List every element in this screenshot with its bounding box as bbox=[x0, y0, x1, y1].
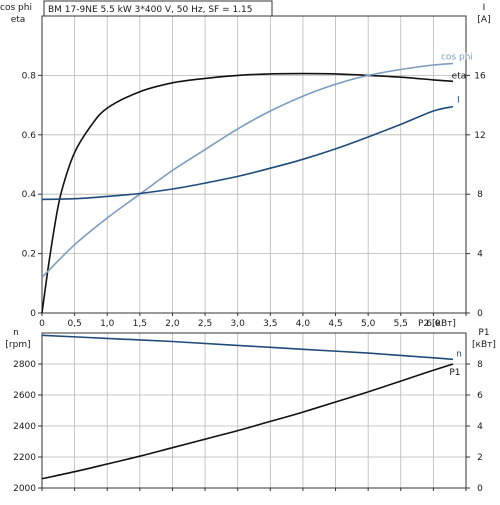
y-right-tick-label: 2 bbox=[477, 453, 483, 463]
y-left-tick-label: 2800 bbox=[13, 360, 36, 370]
y-left-axis-unit: eta bbox=[11, 15, 26, 25]
x-tick-label: 5,5 bbox=[394, 319, 408, 329]
x-tick-label: 3,5 bbox=[263, 319, 277, 329]
series-line-p1 bbox=[41, 363, 454, 480]
y-right-axis-title: I bbox=[483, 3, 486, 13]
x-axis-title: P2 [кВт] bbox=[418, 319, 456, 329]
y-right-tick-label: 8 bbox=[477, 190, 483, 200]
y-right-axis-unit: [A] bbox=[477, 15, 490, 25]
x-tick-label: 1,5 bbox=[133, 319, 147, 329]
x-tick-label: 0 bbox=[39, 319, 45, 329]
y-left-tick-label: 0.4 bbox=[22, 190, 37, 200]
y-right-tick-label: 4 bbox=[477, 422, 483, 432]
series-line-i bbox=[41, 105, 454, 201]
y-left-axis-title: cos phi bbox=[0, 3, 32, 13]
y-right-tick-label: 12 bbox=[474, 131, 485, 141]
series-label-eta: eta bbox=[452, 71, 467, 81]
header-box bbox=[43, 0, 273, 17]
series-label-i: I bbox=[457, 96, 460, 106]
y-left-tick-label: 0 bbox=[30, 309, 36, 319]
y-left-tick-label: 0.8 bbox=[22, 71, 37, 81]
y-right-axis-title: P1 bbox=[478, 328, 489, 338]
y-right-axis-unit: [кВт] bbox=[472, 340, 496, 350]
series-label-cos-phi: cos phi bbox=[441, 53, 473, 63]
x-tick-label: 1,0 bbox=[100, 319, 115, 329]
y-right-tick-label: 8 bbox=[477, 360, 483, 370]
x-tick-label: 2,0 bbox=[165, 319, 180, 329]
y-left-axis-unit: [rpm] bbox=[5, 340, 30, 350]
x-tick-label: 6,0 bbox=[426, 319, 441, 329]
y-left-tick-label: 2000 bbox=[13, 484, 36, 494]
y-left-tick-label: 0.6 bbox=[22, 131, 37, 141]
y-right-tick-label: 4 bbox=[477, 250, 483, 260]
y-right-tick-label: 16 bbox=[474, 71, 486, 81]
x-tick-label: 3,0 bbox=[231, 319, 246, 329]
y-left-axis-title: n bbox=[13, 328, 19, 338]
series-line-cos-phi bbox=[41, 62, 454, 278]
y-right-tick-label: 0 bbox=[477, 309, 483, 319]
x-tick-label: 4,5 bbox=[328, 319, 342, 329]
plot-frame bbox=[41, 332, 467, 489]
y-right-tick-label: 6 bbox=[477, 391, 483, 401]
series-label-n: n bbox=[456, 349, 462, 359]
series-label-p1: P1 bbox=[449, 368, 460, 378]
series-line-n bbox=[41, 334, 454, 361]
y-right-tick-label: 0 bbox=[477, 484, 483, 494]
y-left-tick-label: 2400 bbox=[13, 422, 36, 432]
y-left-tick-label: 0.2 bbox=[22, 250, 36, 260]
y-left-tick-label: 2200 bbox=[13, 453, 36, 463]
x-tick-label: 0,5 bbox=[67, 319, 81, 329]
x-tick-label: 4,0 bbox=[296, 319, 311, 329]
header-text: BM 17-9NE 5.5 kW 3*400 V, 50 Hz, SF = 1.… bbox=[48, 5, 253, 15]
x-tick-label: 5,0 bbox=[361, 319, 376, 329]
x-tick-label: 2,5 bbox=[198, 319, 212, 329]
y-left-tick-label: 2600 bbox=[13, 391, 36, 401]
